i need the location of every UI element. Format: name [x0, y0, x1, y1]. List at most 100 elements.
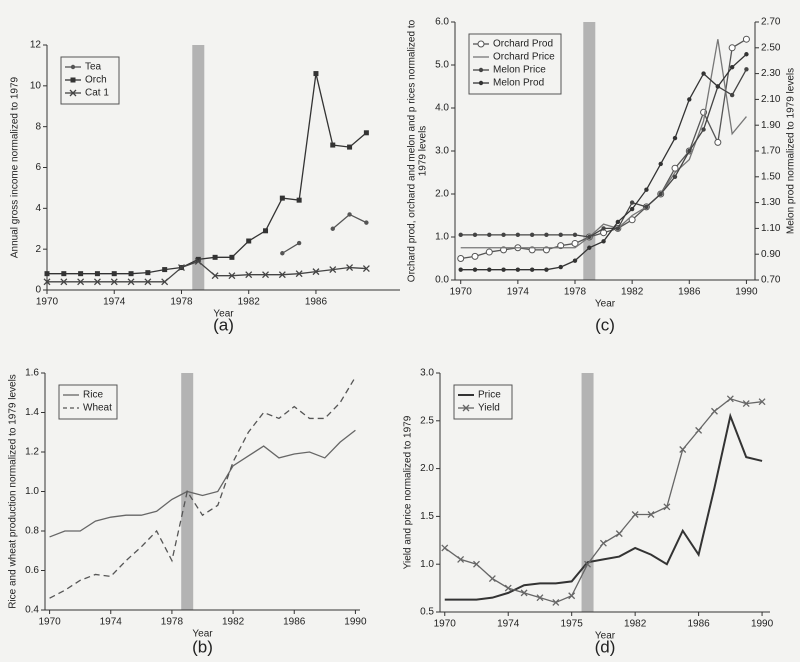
marker	[658, 161, 663, 167]
marker	[178, 264, 185, 272]
y-tick-label: 1.2	[25, 447, 39, 458]
marker	[457, 555, 465, 563]
marker	[94, 271, 100, 277]
legend-label: Wheat	[83, 403, 112, 414]
marker	[742, 35, 750, 43]
x-tick-label: 1986	[687, 619, 710, 630]
marker	[701, 127, 706, 132]
x-tick-label: 1970	[36, 297, 59, 308]
y-tick-label: 0.6	[25, 565, 39, 576]
x-tick-label: 1970	[38, 617, 61, 628]
x-tick-label: 1982	[222, 617, 245, 628]
y-tick-label: 1.0	[25, 486, 39, 497]
x-tick-label: 1974	[103, 297, 126, 308]
legend-label: Melon Price	[493, 65, 546, 76]
y2-tick-label: 2.50	[761, 42, 781, 53]
marker	[458, 267, 463, 272]
marker	[262, 271, 269, 279]
marker	[687, 148, 692, 154]
marker	[744, 52, 749, 57]
y2-tick-label: 1.30	[761, 197, 781, 208]
x-tick-label: 1978	[170, 297, 193, 308]
marker	[587, 245, 592, 250]
marker	[246, 238, 252, 244]
y-axis-title: Yield and price normalized to 1979	[403, 415, 414, 569]
y-tick-label: 2.5	[420, 415, 434, 426]
legend-box	[453, 384, 513, 420]
y2-tick-label: 1.70	[761, 146, 781, 157]
x-tick-label: 1982	[624, 619, 647, 630]
marker	[520, 589, 528, 597]
y-tick-label: 0.5	[420, 607, 434, 618]
y-tick-label: 0.0	[435, 275, 449, 286]
marker	[644, 187, 649, 192]
x-tick-label: 1975	[561, 619, 584, 630]
marker	[477, 40, 485, 48]
marker	[211, 272, 219, 280]
marker	[615, 219, 621, 225]
panel-label: (c)	[595, 315, 615, 334]
marker	[61, 271, 67, 277]
marker	[628, 216, 636, 224]
marker	[679, 446, 687, 453]
x-tick-label: 1974	[497, 619, 520, 630]
marker	[128, 271, 134, 277]
marker	[599, 539, 607, 547]
marker	[487, 267, 492, 272]
marker	[572, 232, 578, 238]
highlight-band	[583, 22, 596, 280]
marker	[515, 232, 521, 238]
panel-label: (a)	[213, 315, 234, 334]
marker	[742, 400, 750, 408]
marker	[362, 265, 370, 273]
x-tick-label: 1990	[735, 287, 758, 298]
y2-tick-label: 0.90	[761, 249, 781, 260]
marker	[615, 530, 623, 538]
marker	[458, 232, 463, 238]
x-tick-label: 1990	[751, 619, 774, 630]
marker	[363, 130, 369, 136]
marker	[572, 258, 578, 263]
marker	[472, 267, 478, 272]
marker	[93, 278, 101, 286]
marker	[295, 270, 303, 278]
marker	[485, 248, 493, 256]
marker	[462, 404, 470, 412]
y-axis-title: Orchard prod, orchard and melon and p ri…	[407, 19, 418, 282]
marker	[558, 232, 563, 238]
marker	[478, 80, 484, 86]
marker	[330, 142, 336, 148]
y-tick-label: 3.0	[420, 368, 434, 379]
x-tick-label: 1986	[678, 287, 701, 298]
marker	[571, 239, 579, 247]
marker	[43, 278, 51, 286]
series-line	[49, 429, 356, 538]
y2-tick-label: 2.30	[761, 68, 781, 79]
marker	[714, 138, 722, 146]
series-line	[49, 376, 356, 599]
y-tick-label: 10	[30, 80, 42, 91]
y-tick-label: 2.0	[435, 189, 449, 200]
y2-tick-label: 1.50	[761, 171, 781, 182]
x-tick-label: 1978	[564, 287, 587, 298]
marker	[364, 220, 369, 225]
marker	[78, 271, 84, 277]
marker	[536, 594, 544, 602]
y-axis-title: Rice and wheat production normalized to …	[8, 374, 19, 609]
marker	[471, 252, 479, 260]
marker	[695, 426, 703, 434]
marker	[457, 255, 465, 262]
marker	[568, 592, 576, 600]
marker	[663, 503, 671, 511]
marker	[729, 92, 735, 98]
y2-tick-label: 0.70	[761, 275, 781, 286]
highlight-band	[192, 45, 205, 290]
y-tick-label: 12	[30, 40, 42, 51]
x-tick-label: 1978	[161, 617, 184, 628]
marker	[629, 200, 635, 205]
marker	[552, 598, 560, 606]
y-tick-label: 1.5	[420, 511, 434, 522]
x-tick-label: 1990	[344, 617, 367, 628]
y-tick-label: 8	[35, 121, 41, 132]
y-tick-label: 0.8	[25, 526, 39, 537]
